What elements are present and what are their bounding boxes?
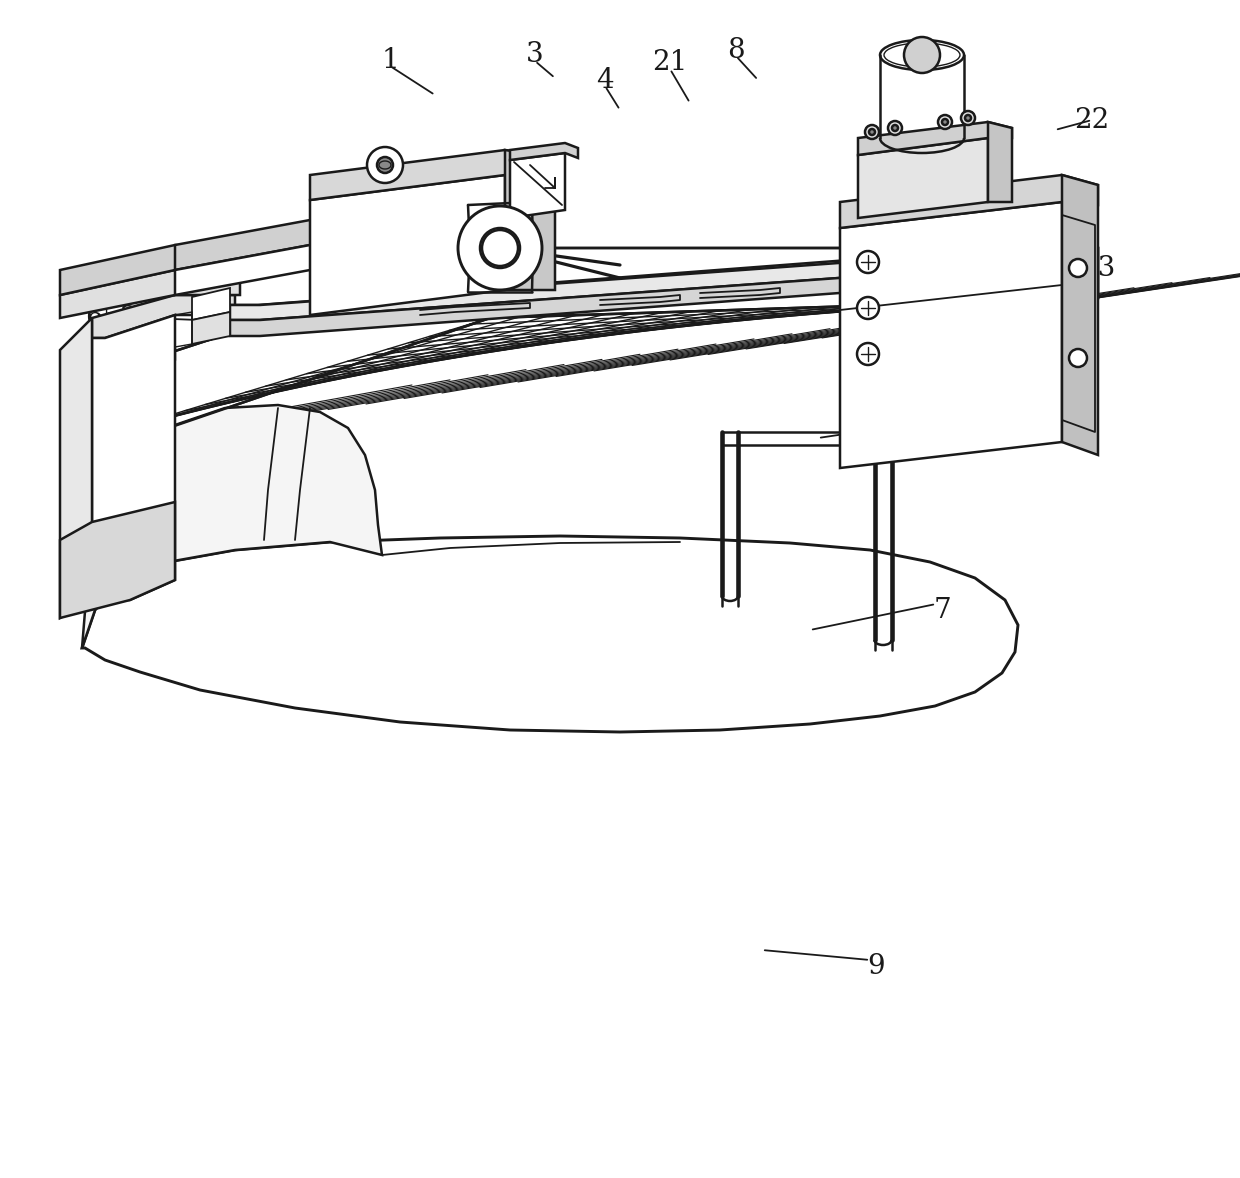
Polygon shape <box>510 143 578 160</box>
Circle shape <box>942 119 949 125</box>
Text: 8: 8 <box>727 37 745 64</box>
Text: 652: 652 <box>86 304 139 331</box>
Polygon shape <box>60 245 241 294</box>
Circle shape <box>480 229 520 269</box>
Circle shape <box>857 251 879 273</box>
Polygon shape <box>92 294 236 338</box>
Polygon shape <box>858 138 988 218</box>
Circle shape <box>857 297 879 319</box>
Circle shape <box>857 343 879 365</box>
Text: 1: 1 <box>381 46 399 73</box>
Circle shape <box>367 147 403 183</box>
Text: 21: 21 <box>652 49 688 77</box>
Polygon shape <box>229 260 880 320</box>
Polygon shape <box>192 312 229 344</box>
Text: 62: 62 <box>64 423 99 450</box>
Polygon shape <box>310 150 556 200</box>
Circle shape <box>458 206 542 290</box>
Polygon shape <box>60 318 92 618</box>
Polygon shape <box>175 245 360 294</box>
Circle shape <box>482 230 518 266</box>
Text: 4: 4 <box>596 66 614 93</box>
Polygon shape <box>82 536 1018 732</box>
Text: 3: 3 <box>526 41 544 68</box>
Polygon shape <box>839 176 1097 229</box>
Circle shape <box>888 121 901 135</box>
Circle shape <box>866 125 879 139</box>
Polygon shape <box>505 150 556 290</box>
Text: 23: 23 <box>1080 254 1116 282</box>
Circle shape <box>869 130 875 135</box>
Circle shape <box>937 115 952 130</box>
Circle shape <box>1069 349 1087 368</box>
Polygon shape <box>82 405 382 648</box>
Circle shape <box>377 157 393 173</box>
Circle shape <box>904 37 940 73</box>
Circle shape <box>961 111 975 125</box>
Text: 7: 7 <box>934 596 951 623</box>
Text: 22: 22 <box>1074 106 1110 133</box>
Polygon shape <box>175 220 360 270</box>
Polygon shape <box>92 315 175 600</box>
Polygon shape <box>228 258 910 312</box>
Circle shape <box>892 125 898 131</box>
Polygon shape <box>1061 176 1097 455</box>
Polygon shape <box>310 176 505 315</box>
Polygon shape <box>510 153 565 218</box>
Polygon shape <box>60 270 241 318</box>
Polygon shape <box>60 502 175 618</box>
Polygon shape <box>62 249 1097 448</box>
Polygon shape <box>229 274 880 336</box>
Polygon shape <box>988 123 1012 201</box>
Text: 9: 9 <box>867 953 885 979</box>
Polygon shape <box>839 201 1061 468</box>
Circle shape <box>965 115 971 121</box>
Text: 61: 61 <box>972 364 1008 391</box>
Circle shape <box>1069 259 1087 277</box>
Polygon shape <box>858 123 1012 155</box>
Text: 651: 651 <box>86 266 139 293</box>
Text: 63: 63 <box>861 417 895 443</box>
Polygon shape <box>192 287 229 320</box>
